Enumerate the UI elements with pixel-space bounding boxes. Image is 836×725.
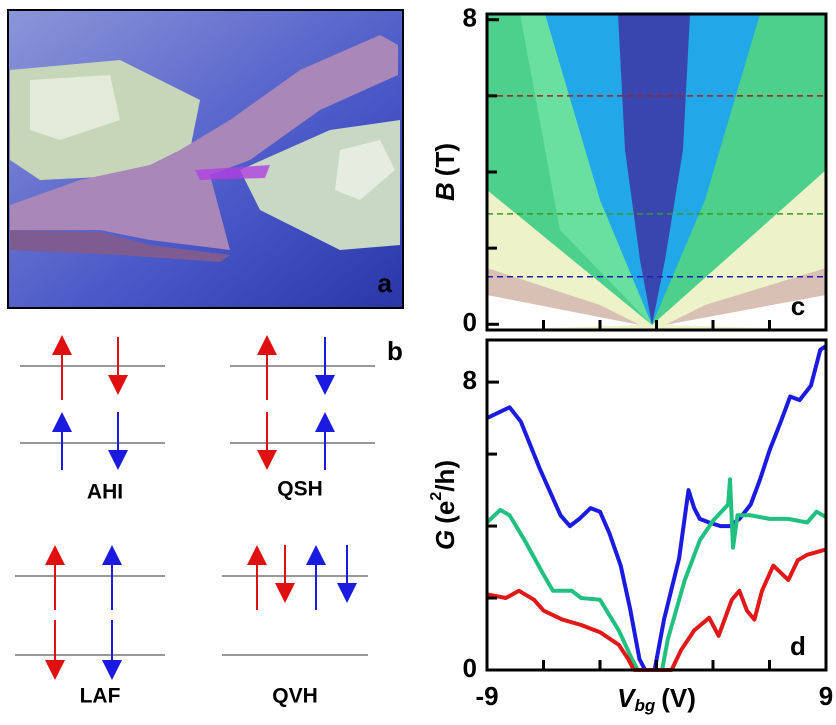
state-label: QVH	[272, 685, 318, 708]
data-line	[487, 346, 826, 670]
y-tick-label: 0	[463, 653, 477, 683]
data-line	[487, 479, 826, 670]
y-axis-label-part: 2	[428, 492, 445, 501]
panel-label: c	[791, 291, 805, 321]
y-axis-label-part: /h)	[430, 460, 460, 492]
state-label: QSH	[277, 478, 323, 501]
y-tick-label: 8	[463, 365, 477, 395]
spin-arrows	[45, 335, 357, 680]
colormap	[487, 14, 826, 330]
panel-a: a	[8, 10, 403, 308]
y-axis-label: B (T)	[430, 143, 460, 201]
y-axis-label-part: (e	[430, 501, 460, 524]
x-axis-label-part: bg	[634, 696, 655, 715]
panel-label: b	[387, 336, 403, 366]
y-tick-label: 8	[463, 3, 477, 33]
panel-b: b AHI QSH LAF QVH	[15, 335, 403, 708]
page: {"figure": { "panel_a": {"label": "a"}, …	[0, 0, 836, 725]
x-axis-label-part: (V)	[661, 683, 696, 713]
figure: a b AHI QSH LAF	[0, 0, 836, 725]
state-label: LAF	[80, 685, 121, 708]
x-tick-label: 9	[819, 681, 833, 711]
plot-frame	[487, 340, 826, 670]
y-tick-label: 0	[463, 307, 477, 337]
x-axis-label: Vbg(V)	[617, 683, 696, 716]
y-axis-label-part: G	[430, 530, 460, 550]
y-axis-label-part: B	[430, 182, 460, 201]
x-tick-label: -9	[475, 681, 498, 711]
panel-label: a	[378, 268, 393, 298]
y-axis-label: G (e2/h)	[428, 460, 460, 550]
panel-label: d	[790, 631, 806, 661]
state-label: AHI	[87, 481, 123, 504]
y-axis-label-part: (T)	[430, 143, 460, 176]
